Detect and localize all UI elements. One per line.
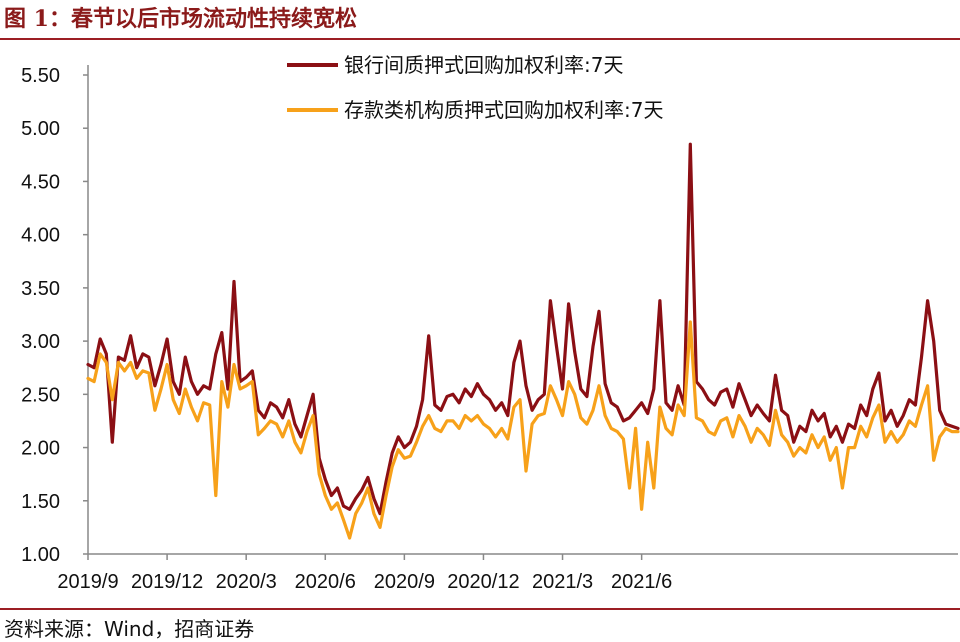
x-tick-label: 2020/12 (447, 571, 519, 593)
y-tick-label: 2.50 (21, 384, 60, 406)
figure-title: 图 1：春节以后市场流动性持续宽松 (4, 6, 357, 32)
chart-axes: 1.00 1.50 2.00 2.50 3.00 3.50 4.00 4.50 5.00 5.50… (21, 65, 958, 593)
x-tick-label: 2020/9 (374, 571, 435, 593)
chart-series (86, 142, 960, 540)
line-chart: 1.00 1.50 2.00 2.50 3.00 3.50 4.00 4.50 5.00 5.50… (21, 53, 960, 593)
source-note: 资料来源：Wind，招商证券 (4, 617, 255, 641)
y-tick-label: 3.50 (21, 278, 60, 300)
y-tick-label: 5.00 (21, 118, 60, 140)
series-line-1 (86, 142, 960, 516)
x-tick-label: 2020/3 (216, 571, 277, 593)
y-tick-label: 3.00 (21, 331, 60, 353)
y-tick-label: 5.50 (21, 65, 60, 87)
y-tick-label: 2.00 (21, 438, 60, 460)
top-divider (0, 38, 960, 40)
legend-label-1: 银行间质押式回购加权利率:7天 (344, 53, 623, 77)
x-tick-label: 2020/6 (295, 571, 356, 593)
x-tick-label: 2019/9 (57, 571, 118, 593)
y-tick-label: 1.50 (21, 491, 60, 513)
x-tick-label: 2021/3 (532, 571, 593, 593)
x-tick-label: 2021/6 (611, 571, 672, 593)
y-tick-label: 4.00 (21, 225, 60, 247)
legend-label-2: 存款类机构质押式回购加权利率:7天 (344, 98, 663, 122)
series-line-2 (86, 320, 960, 540)
y-tick-label: 1.00 (21, 544, 60, 566)
x-tick-label: 2019/12 (131, 571, 203, 593)
bottom-divider (0, 608, 960, 610)
y-tick-label: 4.50 (21, 171, 60, 193)
